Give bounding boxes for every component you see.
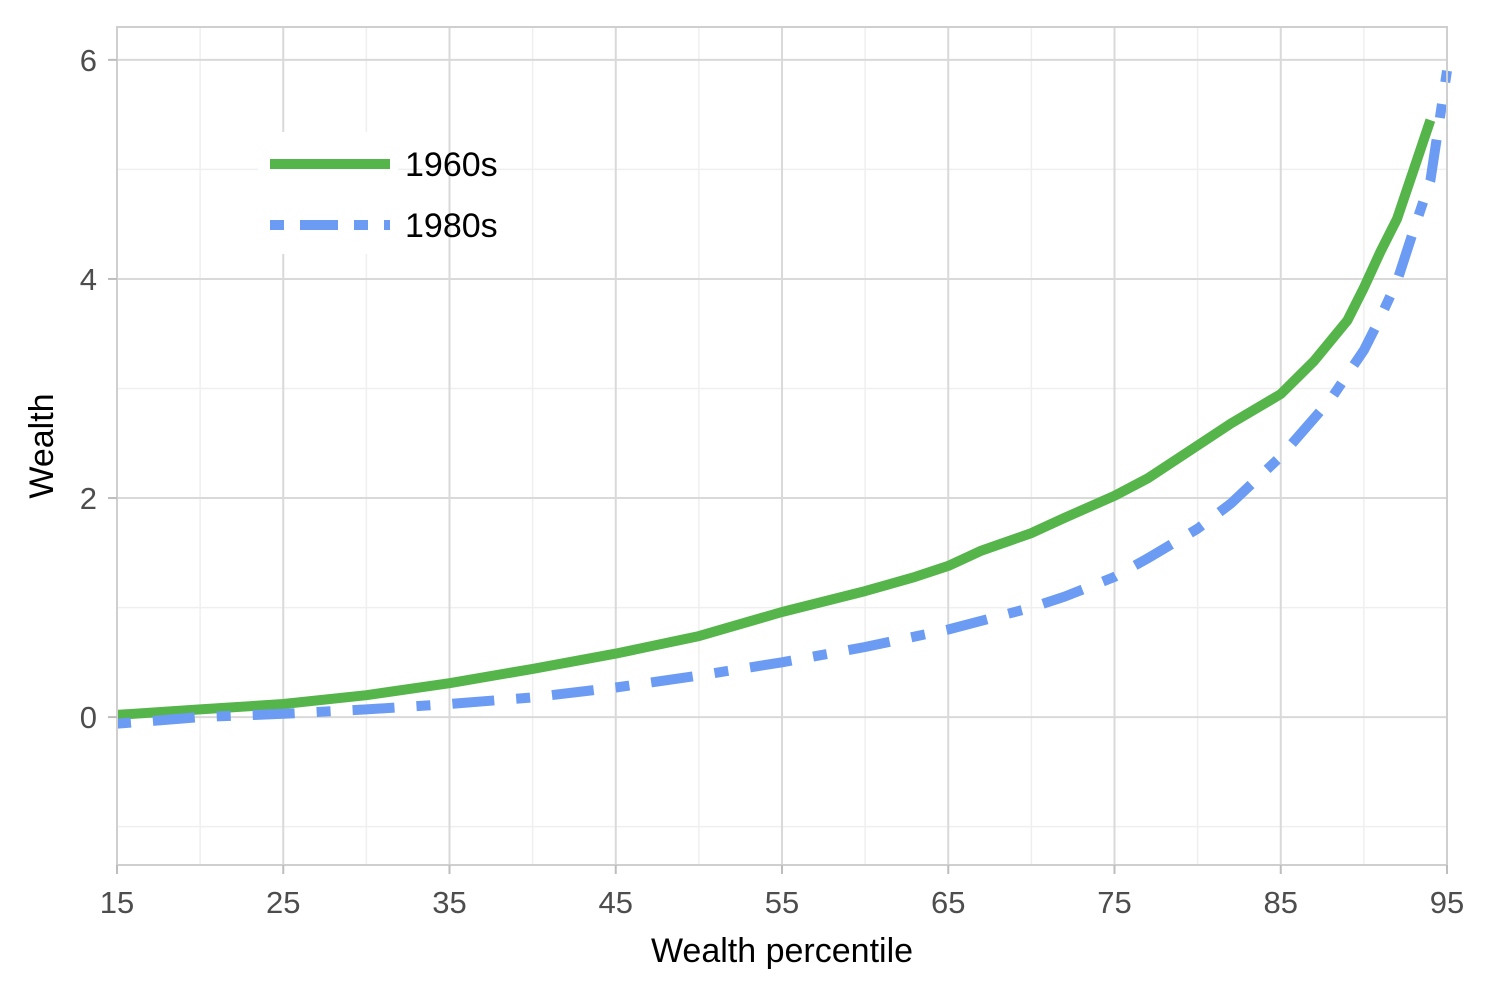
- legend-background: [258, 132, 398, 254]
- y-tick-label: 2: [80, 481, 97, 516]
- y-tick-label: 4: [80, 262, 97, 297]
- x-tick-label: 75: [1097, 885, 1131, 920]
- series-line-1980s: [116, 70, 1452, 729]
- x-tick-label: 25: [266, 885, 300, 920]
- series-line-1960s: [116, 118, 1436, 720]
- x-axis-title: Wealth percentile: [651, 932, 913, 970]
- x-tick-label: 65: [931, 885, 965, 920]
- legend: 1960s 1980s: [258, 132, 498, 254]
- legend-label-1960s: 1960s: [405, 146, 498, 184]
- x-tick-label: 45: [599, 885, 633, 920]
- y-tick-label: 0: [80, 700, 97, 735]
- x-tick-label: 95: [1430, 885, 1464, 920]
- x-tick-label: 55: [765, 885, 799, 920]
- axis-layer: 15 25 35 45 55 65 75 85 95 0 2 4 6: [80, 43, 1464, 920]
- x-tick-label: 85: [1264, 885, 1298, 920]
- y-axis-title: Wealth: [23, 393, 61, 498]
- y-tick-label: 6: [80, 43, 97, 78]
- x-tick-label: 35: [432, 885, 466, 920]
- x-tick-label: 15: [100, 885, 134, 920]
- series-layer: [116, 70, 1452, 729]
- legend-label-1980s: 1980s: [405, 207, 498, 245]
